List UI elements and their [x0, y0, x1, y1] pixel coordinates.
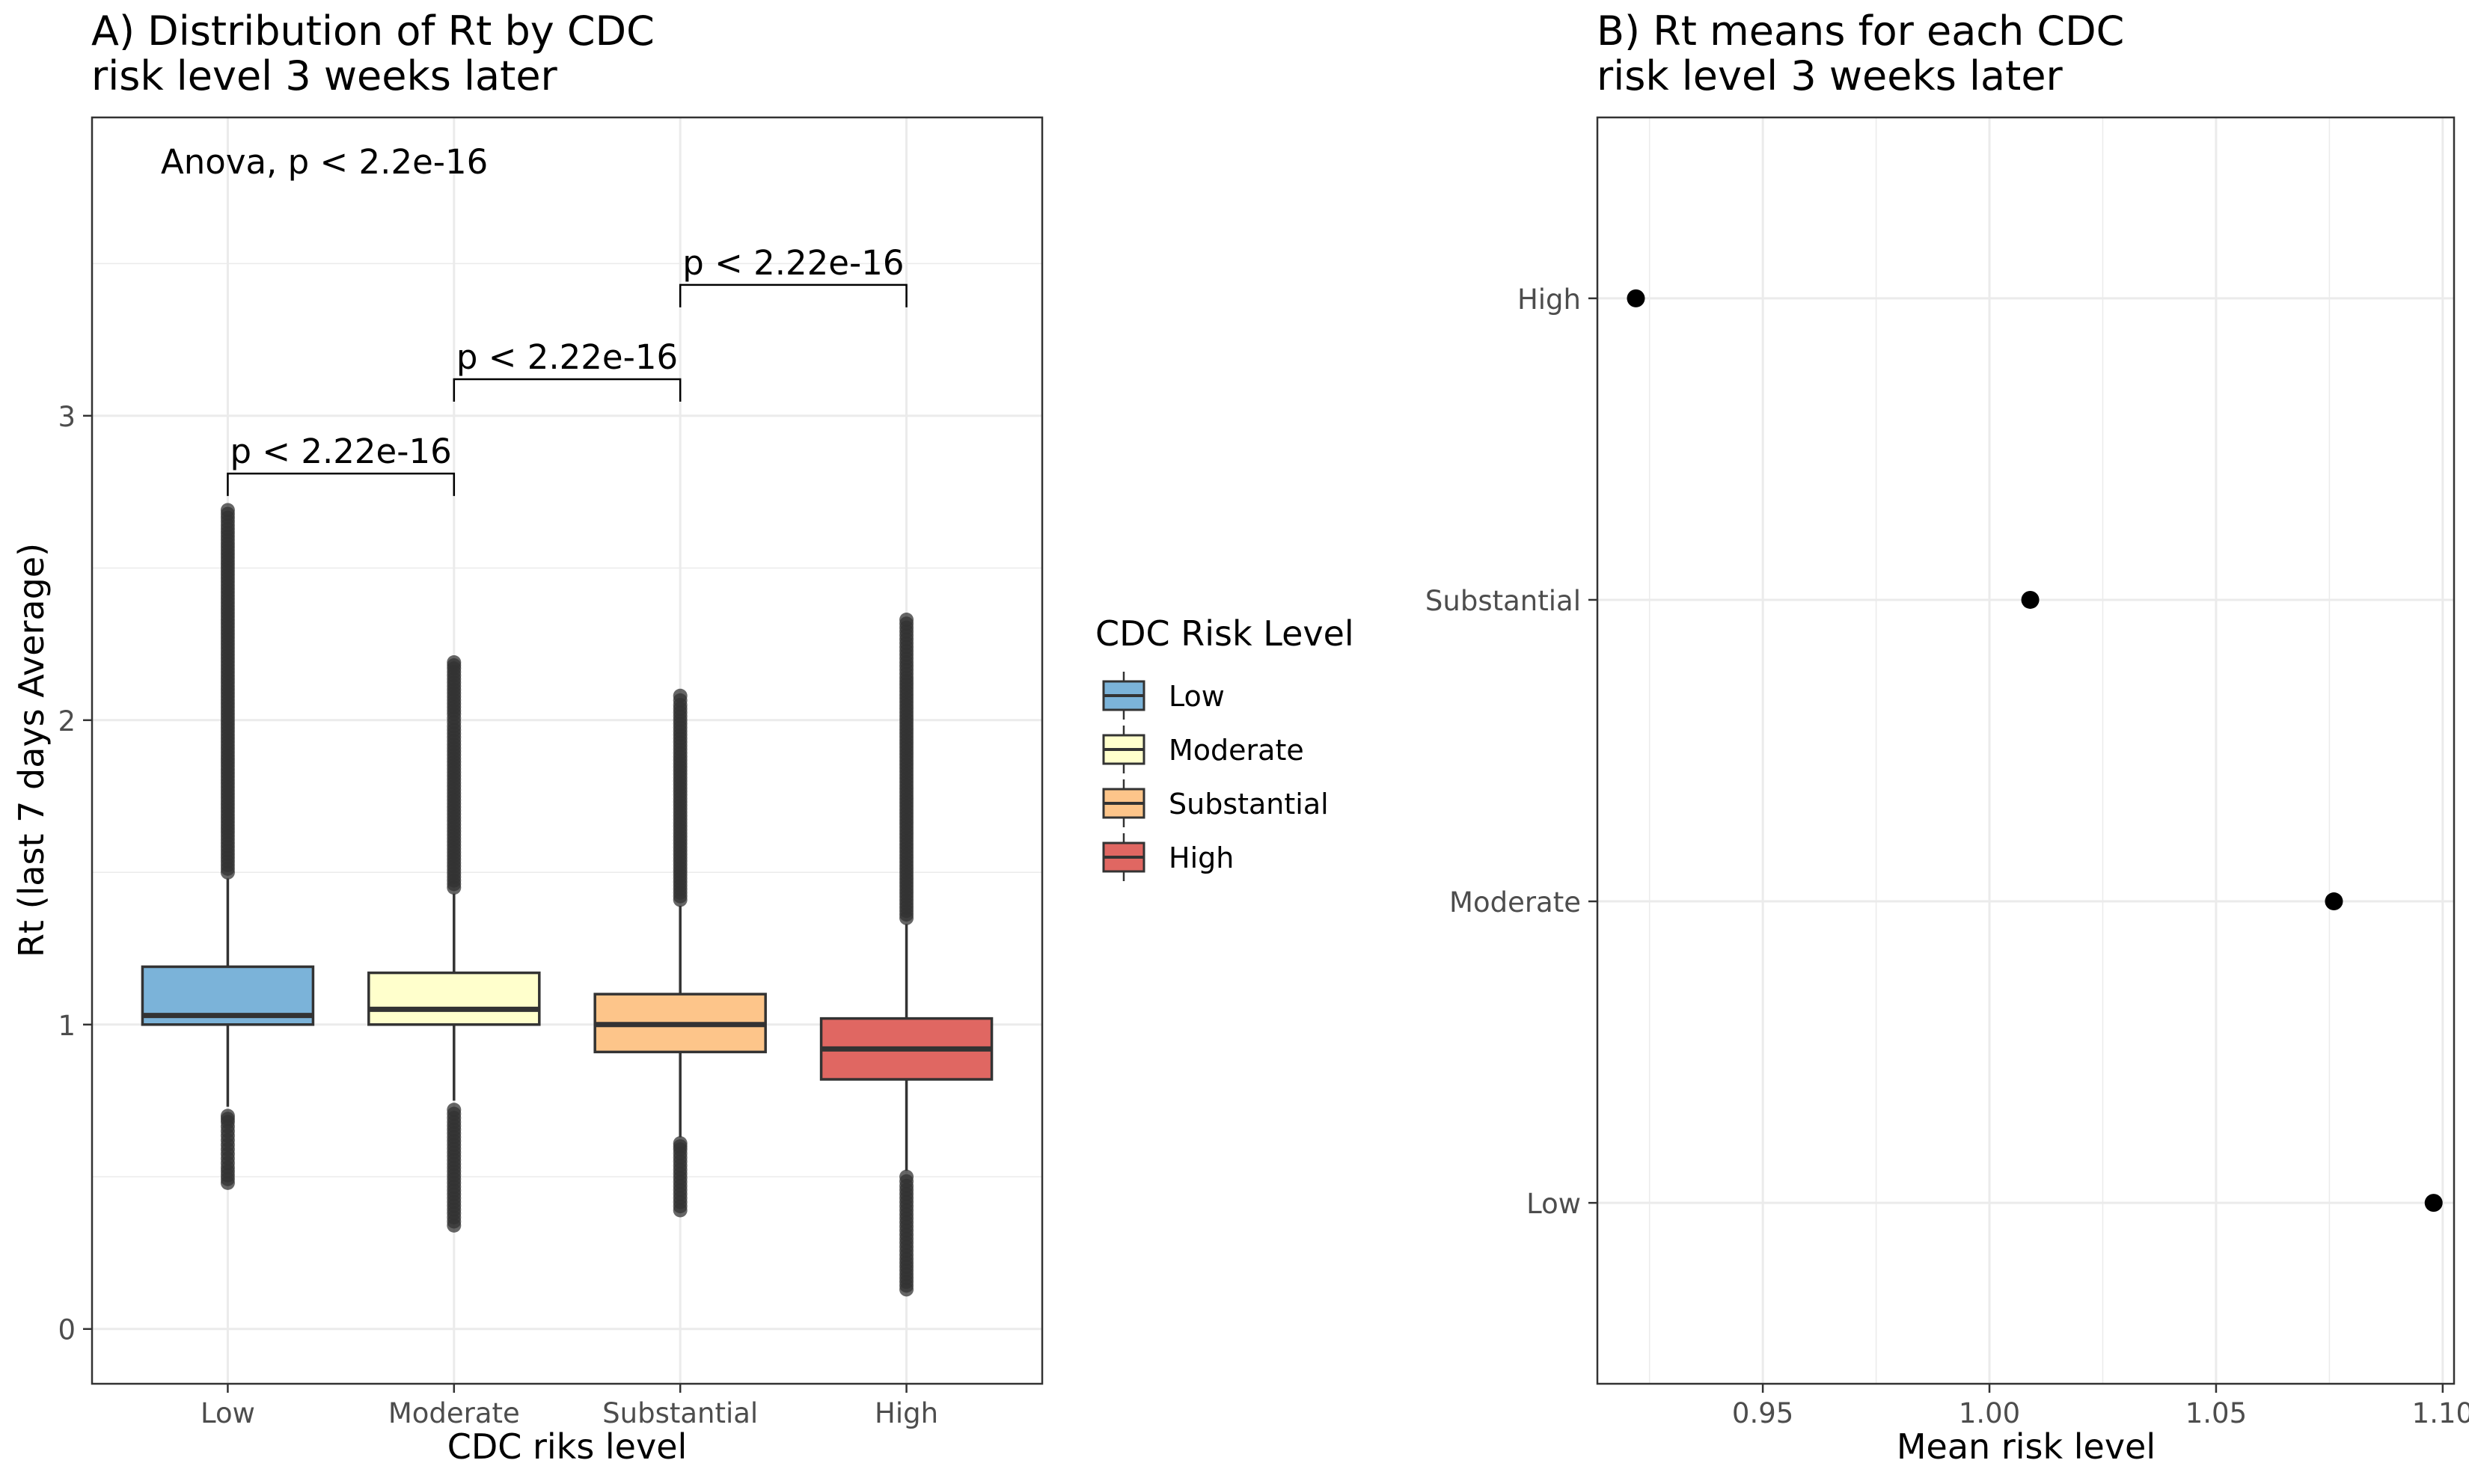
legend-label: High: [1169, 841, 1234, 874]
outlier-point: [447, 658, 462, 673]
box-iqr: [367, 971, 541, 1026]
y-tick-label: Low: [1526, 1188, 1581, 1220]
panel-b-plot-border: [1596, 116, 2456, 1385]
outlier-point: [899, 1174, 914, 1189]
legend: CDC Risk Level Low Moderate Substantial Hig…: [1095, 613, 1354, 881]
y-tick-label: 3: [58, 401, 76, 433]
x-tick-label: 1.10: [2412, 1397, 2469, 1429]
panel-b-x-axis-title: Mean risk level: [1897, 1426, 2156, 1467]
legend-label: Low: [1169, 680, 1225, 713]
x-tick-label: 1.05: [2185, 1397, 2247, 1429]
panel-a-title-line-1: A) Distribution of Rt by CDC: [91, 7, 655, 55]
x-tick-label: Moderate: [388, 1397, 520, 1429]
panel-a-x-axis-title: CDC riks level: [447, 1426, 688, 1467]
y-tick-label: Substantial: [1425, 585, 1581, 617]
panel-b-title-line-2: risk level 3 weeks later: [1597, 52, 2063, 99]
legend-item-high: High: [1102, 833, 1234, 881]
legend-item-moderate: Moderate: [1102, 726, 1304, 773]
panel-a-title-line-2: risk level 3 weeks later: [91, 52, 558, 99]
y-tick-label: Moderate: [1449, 886, 1581, 919]
box-low: [141, 503, 315, 1190]
mean-point-substantial: [2021, 590, 2040, 609]
x-tick-label: 0.95: [1732, 1397, 1793, 1429]
comparison-bracket: p < 2.22e-16: [453, 337, 682, 402]
outlier-point: [673, 693, 688, 708]
legend-label: Moderate: [1169, 734, 1304, 767]
mean-point-low: [2424, 1194, 2443, 1212]
panel-b-means: B) Rt means for each CDC risk level 3 we…: [1425, 7, 2469, 1467]
box-substantial: [593, 688, 767, 1218]
comparison-bracket: p < 2.22e-16: [227, 432, 456, 497]
y-tick-label: High: [1517, 283, 1581, 316]
panel-a-plot-border: [91, 116, 1044, 1385]
outlier-point: [220, 506, 235, 521]
outlier-point: [899, 616, 914, 631]
legend-item-low: Low: [1102, 672, 1225, 720]
legend-item-substantial: Substantial: [1102, 779, 1329, 827]
comparison-p-label: p < 2.22e-16: [456, 337, 678, 377]
x-tick-label: Low: [201, 1397, 255, 1429]
mean-point-moderate: [2325, 892, 2343, 911]
legend-title: CDC Risk Level: [1095, 613, 1354, 654]
panel-a-anova-label: Anova, p < 2.2e-16: [161, 142, 488, 182]
mean-point-high: [1627, 289, 1645, 307]
legend-label: Substantial: [1169, 788, 1329, 821]
x-tick-label: Substantial: [602, 1397, 758, 1429]
outlier-point: [220, 1112, 235, 1126]
x-tick-label: High: [875, 1397, 938, 1429]
panel-b-title-line-1: B) Rt means for each CDC: [1597, 7, 2124, 55]
y-tick-label: 0: [58, 1314, 76, 1346]
box-moderate: [367, 654, 541, 1233]
outlier-point: [447, 1106, 462, 1121]
y-tick-label: 1: [58, 1010, 76, 1042]
comparison-p-label: p < 2.22e-16: [682, 243, 904, 283]
panel-a-boxplot: A) Distribution of Rt by CDC risk level …: [11, 7, 1044, 1467]
comparison-bracket: p < 2.22e-16: [679, 243, 908, 307]
panel-a-y-axis-title: Rt (last 7 days Average): [11, 543, 52, 957]
comparison-p-label: p < 2.22e-16: [230, 432, 451, 471]
outlier-point: [673, 1139, 688, 1154]
box-high: [819, 613, 994, 1297]
x-tick-label: 1.00: [1959, 1397, 2020, 1429]
y-tick-label: 2: [58, 705, 76, 738]
